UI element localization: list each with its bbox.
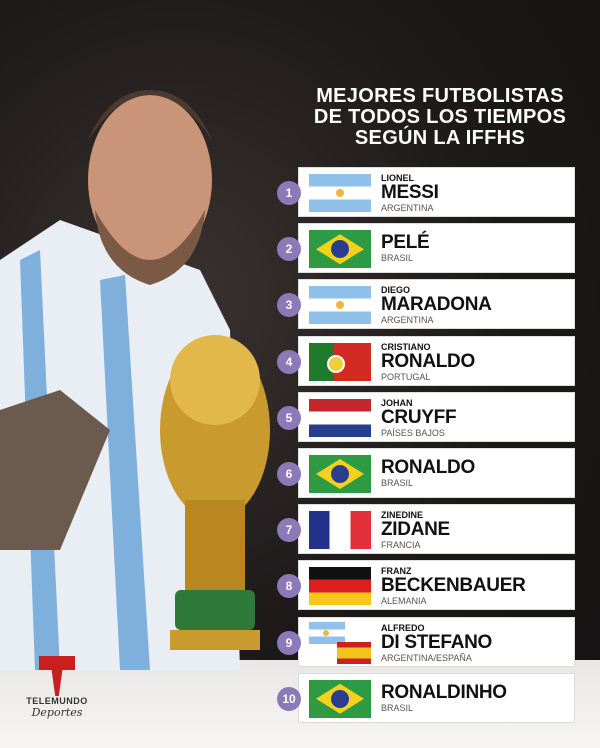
player-text: RONALDO BRASIL <box>381 458 475 489</box>
country: ALEMANIA <box>381 596 427 607</box>
flag-germany-icon <box>309 567 371 606</box>
country: BRASIL <box>381 702 414 713</box>
telemundo-t-icon <box>39 656 75 696</box>
ranking-row: 8 FRANZ BECKENBAUER ALEMANIA <box>277 560 575 611</box>
country: ARGENTINA/ESPAÑA <box>381 652 472 663</box>
rank-badge: 1 <box>277 181 301 205</box>
player-text: ZINEDINE ZIDANE FRANCIA <box>381 510 450 551</box>
rank-badge: 6 <box>277 462 301 486</box>
logo-line2: Deportes <box>31 706 83 719</box>
player-text: CRISTIANO RONALDO PORTUGAL <box>381 342 475 383</box>
first-name: ZINEDINE <box>381 510 424 521</box>
player-text: FRANZ BECKENBAUER ALEMANIA <box>381 566 526 607</box>
ranking-row: 1 LIONEL MESSI ARGENTINA <box>277 167 575 217</box>
title-line: MEJORES FUTBOLISTAS <box>316 85 564 107</box>
last-name: DI STEFANO <box>381 631 493 653</box>
first-name: ALFREDO <box>381 622 425 633</box>
country: ARGENTINA <box>381 315 434 326</box>
flag-france-icon <box>309 511 371 550</box>
flag-argentina-spain-icon <box>309 621 371 664</box>
last-name: BECKENBAUER <box>381 575 526 597</box>
page-title: MEJORES FUTBOLISTAS DE TODOS LOS TIEMPOS… <box>290 86 590 149</box>
flag-portugal-icon <box>309 342 371 381</box>
player-with-trophy-photo <box>0 90 270 670</box>
last-name: CRUYFF <box>381 406 457 428</box>
title-line: SEGÚN LA IFFHS <box>354 127 526 149</box>
first-name: FRANZ <box>381 566 412 577</box>
flag-netherlands-icon <box>309 398 371 437</box>
flag-argentina-icon <box>309 286 371 325</box>
telemundo-deportes-logo: TELEMUNDO Deportes <box>22 656 92 719</box>
logo-line1: TELEMUNDO <box>26 696 88 706</box>
last-name: RONALDINHO <box>381 681 507 703</box>
ranking-row: 10 RONALDINHO BRASIL <box>277 672 575 723</box>
flag-brazil-icon <box>309 455 371 493</box>
last-name: MARADONA <box>381 294 492 316</box>
last-name: RONALDO <box>381 350 475 372</box>
player-text: DIEGO MARADONA ARGENTINA <box>381 285 492 326</box>
country: ARGENTINA <box>381 203 434 213</box>
rank-badge: 2 <box>277 237 301 262</box>
flag-argentina-icon <box>309 621 345 644</box>
rank-badge: 5 <box>277 405 301 430</box>
country: PAÍSES BAJOS <box>381 427 445 438</box>
flag-spain-icon <box>337 641 371 664</box>
ranking-row: 7 ZINEDINE ZIDANE FRANCIA <box>277 504 575 555</box>
rank-badge: 4 <box>277 349 301 374</box>
rank-badge: 8 <box>277 574 301 599</box>
first-name: CRISTIANO <box>381 341 431 352</box>
player-text: LIONEL MESSI ARGENTINA <box>381 173 439 214</box>
first-name: DIEGO <box>381 285 411 296</box>
player-text: JOHAN CRUYFF PAÍSES BAJOS <box>381 397 457 439</box>
last-name: RONALDO <box>381 457 475 478</box>
ranking-row: 4 CRISTIANO RONALDO PORTUGAL <box>277 335 575 386</box>
rank-badge: 3 <box>277 293 301 318</box>
last-name: PELÉ <box>381 232 430 254</box>
player-text: PELÉ BRASIL <box>381 232 430 264</box>
ranking-row: 3 DIEGO MARADONA ARGENTINA <box>277 279 575 330</box>
ranking-row: 6 RONALDO BRASIL <box>277 448 575 498</box>
country: FRANCIA <box>381 540 421 551</box>
flag-brazil-icon <box>309 230 371 269</box>
last-name: ZIDANE <box>381 519 450 541</box>
rank-badge: 7 <box>277 518 301 543</box>
ranking-row: 2 PELÉ BRASIL <box>277 223 575 274</box>
rank-badge: 10 <box>277 686 301 711</box>
flag-brazil-icon <box>309 679 371 718</box>
country: PORTUGAL <box>381 371 431 382</box>
country: BRASIL <box>381 253 414 264</box>
player-text: RONALDINHO BRASIL <box>381 681 507 714</box>
country: BRASIL <box>381 478 414 488</box>
first-name: LIONEL <box>381 173 414 183</box>
ranking-row: 9 ALFREDO DI STEFANO ARGENTINA/ESPAÑA <box>277 616 575 667</box>
flag-argentina-icon <box>309 174 371 212</box>
ranking-row: 5 JOHAN CRUYFF PAÍSES BAJOS <box>277 391 575 442</box>
rank-badge: 9 <box>277 630 301 655</box>
first-name: JOHAN <box>381 397 413 408</box>
last-name: MESSI <box>381 182 439 203</box>
title-line: DE TODOS LOS TIEMPOS <box>313 106 567 128</box>
player-text: ALFREDO DI STEFANO ARGENTINA/ESPAÑA <box>381 623 492 664</box>
